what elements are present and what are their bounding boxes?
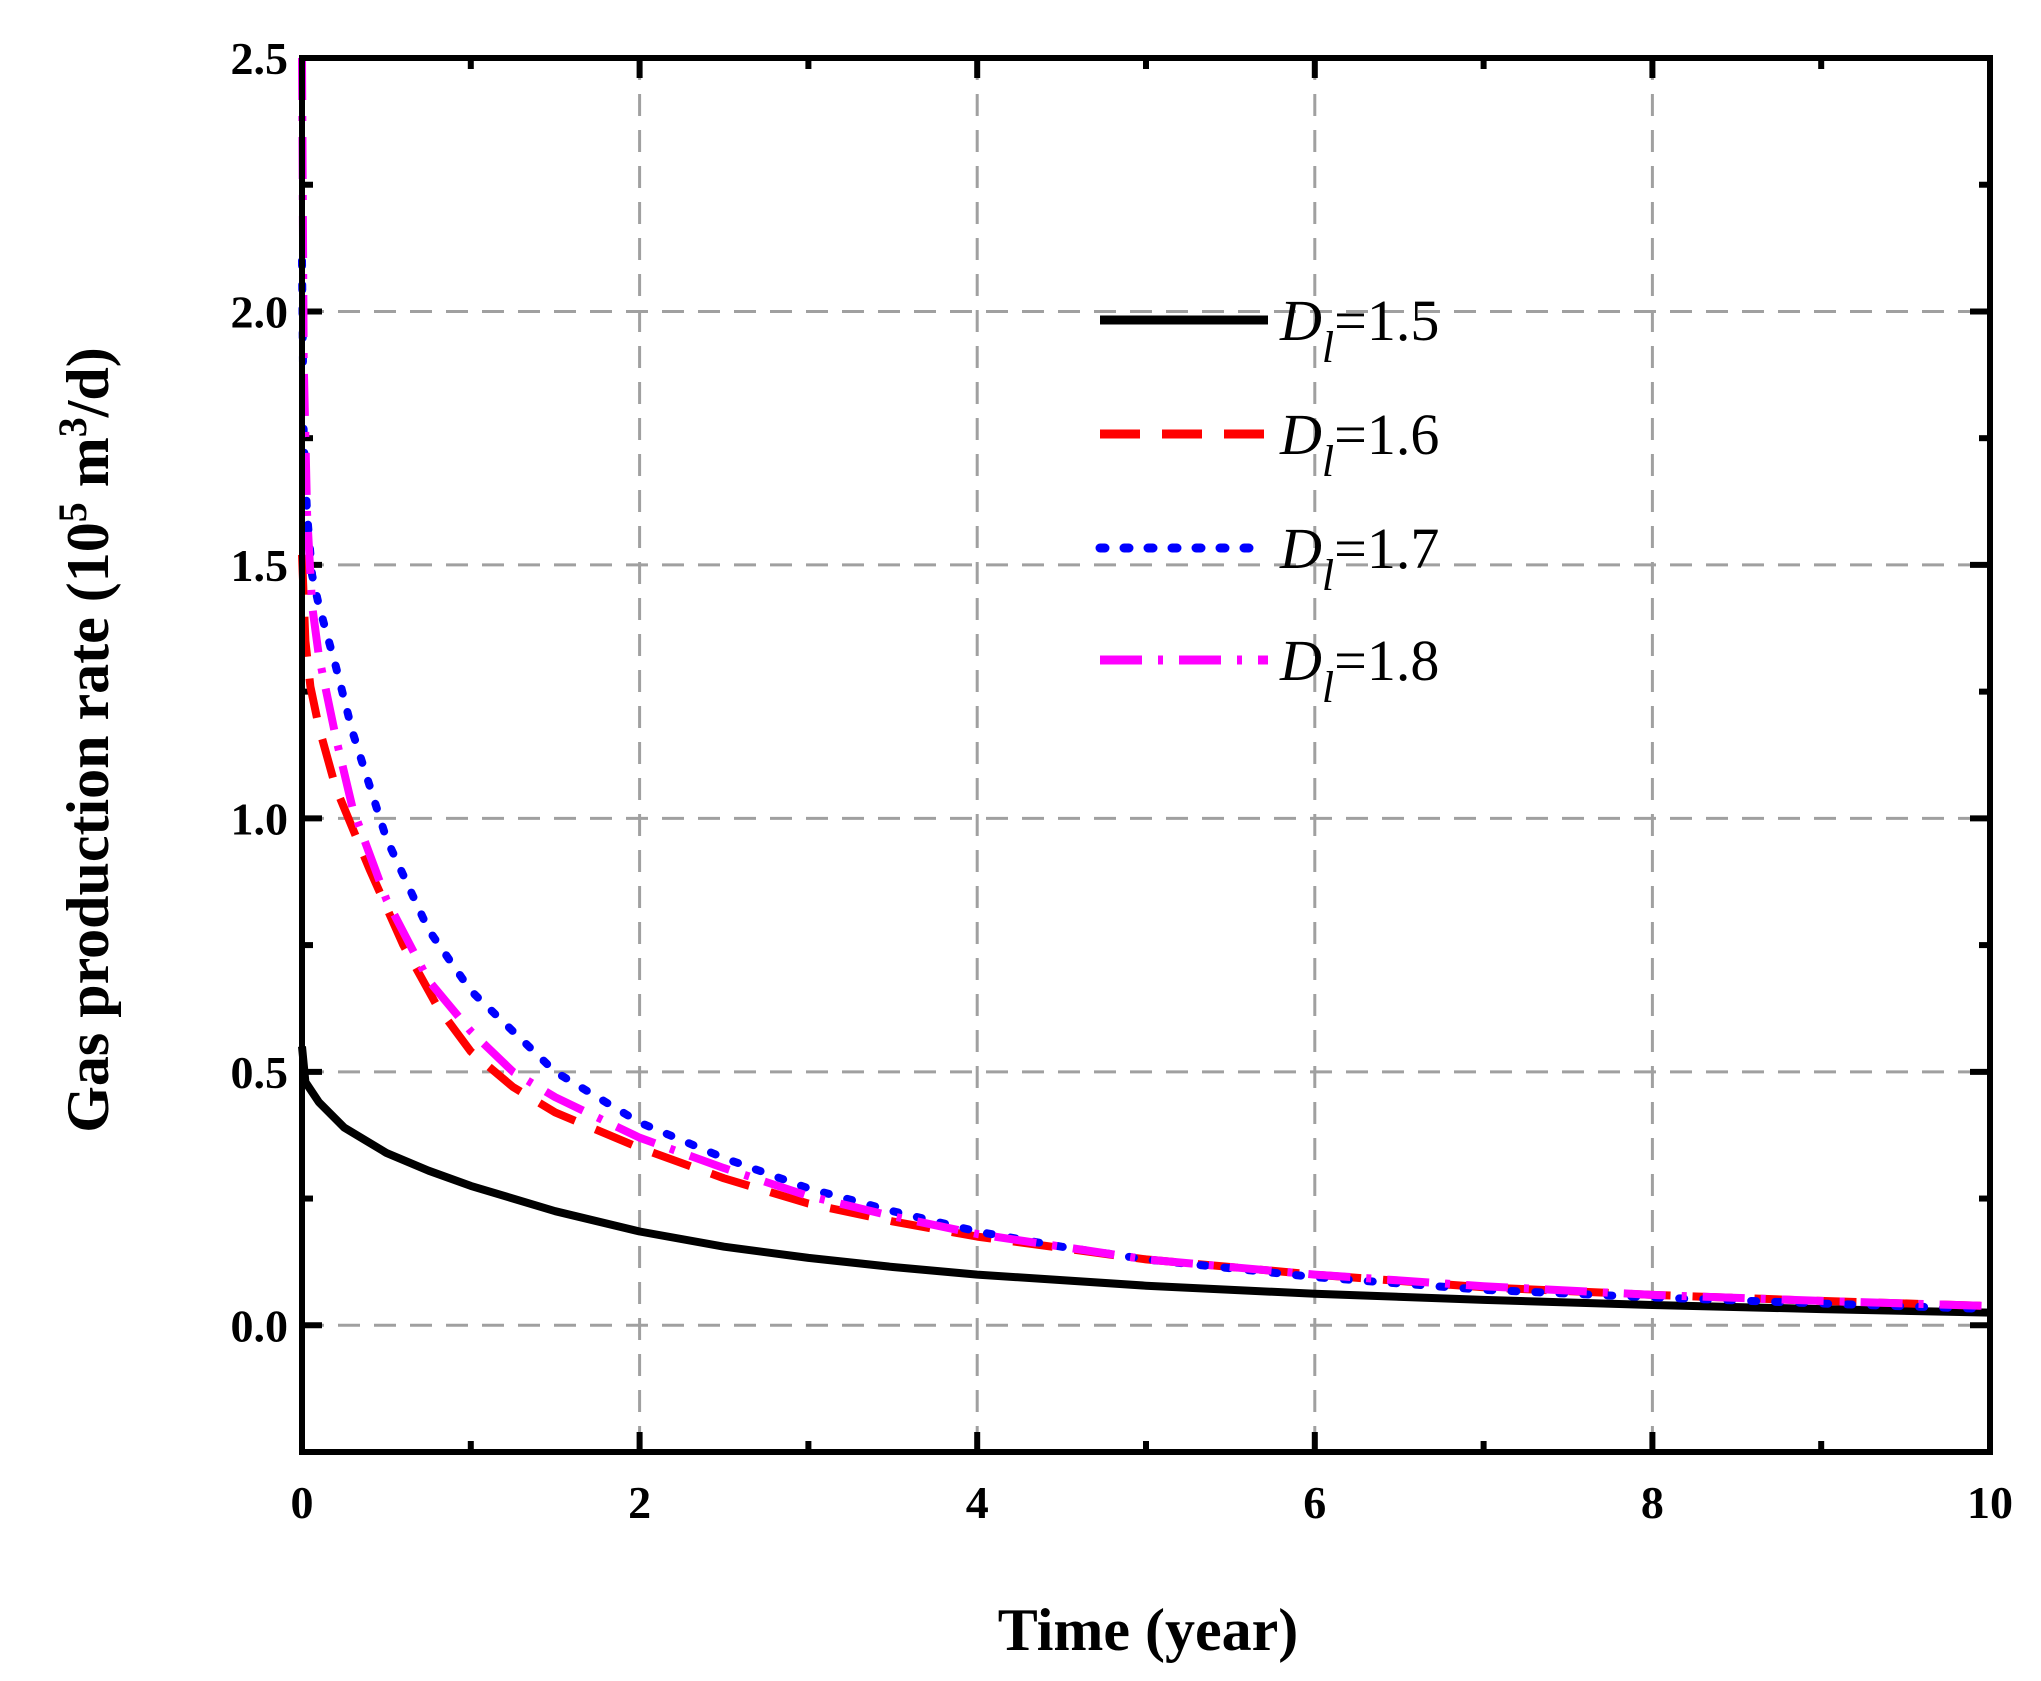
x-tick-labels: 0 2 4 6 8 10 — [291, 1477, 2014, 1528]
x-axis-title: Time (year) — [998, 1597, 1298, 1663]
legend: Dl=1.5Dl=1.6Dl=1.7Dl=1.8 — [1095, 288, 1439, 712]
y-axis-title-middle: m — [55, 437, 121, 502]
series-layer — [298, 57, 1994, 1317]
y-tick-label-2.5: 2.5 — [231, 33, 289, 84]
x-tick-label-6: 6 — [1303, 1477, 1326, 1528]
legend-subscript: l — [1322, 437, 1334, 486]
x-tick-label-0: 0 — [291, 1477, 314, 1528]
y-axis-title-suffix: /d) — [55, 347, 121, 418]
y-tick-label-1.0: 1.0 — [231, 793, 289, 844]
legend-subscript: l — [1322, 323, 1334, 372]
y-tick-label-0.0: 0.0 — [231, 1300, 289, 1351]
y-axis-title-exp2: 3 — [50, 417, 95, 437]
x-tick-label-8: 8 — [1641, 1477, 1664, 1528]
legend-var: D — [1279, 288, 1322, 353]
legend-value: =1.8 — [1334, 628, 1439, 693]
x-tick-label-2: 2 — [628, 1477, 651, 1528]
x-tick-label-10: 10 — [1967, 1477, 2013, 1528]
legend-label-2: Dl=1.6 — [1279, 402, 1439, 486]
y-axis-title-prefix: Gas production rate (10 — [55, 522, 121, 1133]
y-axis-title-exp1: 5 — [50, 502, 95, 522]
y-tick-label-1.5: 1.5 — [231, 540, 289, 591]
legend-subscript: l — [1322, 663, 1334, 712]
legend-label-1: Dl=1.5 — [1279, 288, 1439, 372]
y-tick-label-0.5: 0.5 — [231, 1047, 289, 1098]
legend-var: D — [1279, 628, 1322, 693]
legend-subscript: l — [1322, 551, 1334, 600]
series-line-4 — [298, 57, 1991, 1310]
grid — [302, 58, 1990, 1452]
y-tick-labels: 0.0 0.5 1.0 1.5 2.0 2.5 — [231, 33, 289, 1351]
legend-label-3: Dl=1.7 — [1279, 516, 1439, 600]
plot-frame — [299, 55, 1993, 1455]
series-line-1 — [298, 1046, 1991, 1317]
legend-value: =1.7 — [1334, 516, 1439, 581]
y-axis-title: Gas production rate (105 m3/d) — [50, 347, 121, 1133]
legend-label-4: Dl=1.8 — [1279, 628, 1439, 712]
y-tick-label-2.0: 2.0 — [231, 286, 289, 337]
legend-var: D — [1279, 402, 1322, 467]
x-tick-label-4: 4 — [966, 1477, 989, 1528]
legend-value: =1.6 — [1334, 402, 1439, 467]
legend-var: D — [1279, 516, 1322, 581]
legend-value: =1.5 — [1334, 288, 1439, 353]
